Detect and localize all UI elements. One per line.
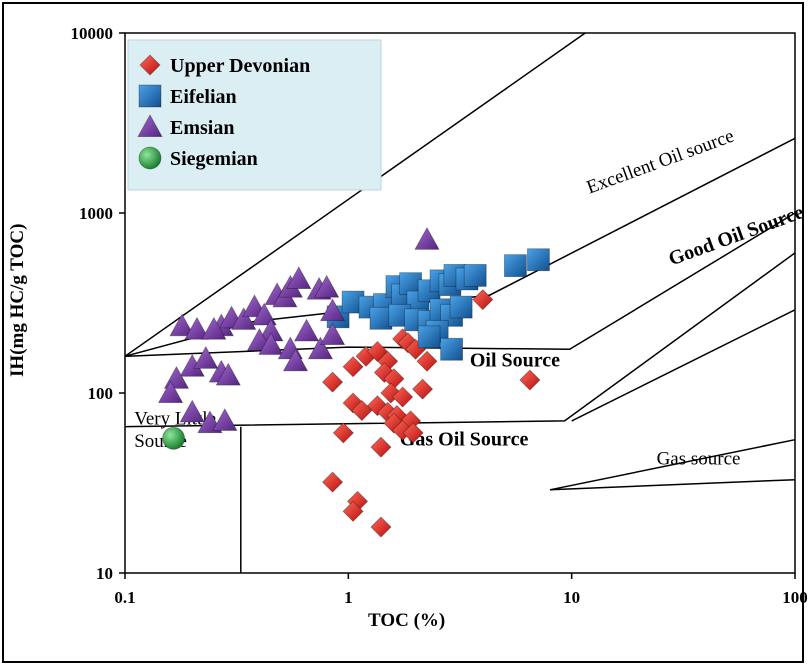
series-siegemian bbox=[162, 426, 185, 450]
emsian-point bbox=[231, 306, 257, 330]
eifelian-point bbox=[527, 248, 550, 272]
x-tick-label: 10 bbox=[563, 588, 580, 607]
eifelian-point bbox=[440, 337, 464, 361]
boundary-line-7 bbox=[549, 478, 796, 491]
upper-devonian-point bbox=[322, 371, 344, 393]
plot-border bbox=[124, 32, 796, 574]
data-points bbox=[157, 226, 550, 538]
emsian-point bbox=[193, 345, 219, 369]
boundary-line-5 bbox=[571, 309, 796, 422]
upper-devonian-point bbox=[519, 369, 541, 391]
upper-devonian-point bbox=[342, 356, 364, 378]
emsian-point bbox=[414, 226, 440, 250]
region-label-5: Gas source bbox=[657, 449, 741, 470]
legend-marker-upper-devonian bbox=[139, 54, 161, 76]
legend-marker-emsian bbox=[137, 114, 163, 138]
x-tick-label: 100 bbox=[782, 588, 808, 607]
axis-ticks: 0.1 1 10 100 10 100 1000 10000 bbox=[71, 24, 808, 607]
upper-devonian-point bbox=[332, 422, 354, 444]
upper-devonian-point bbox=[366, 340, 389, 363]
siegemian-point bbox=[162, 426, 185, 450]
emsian-point bbox=[319, 298, 346, 322]
region-label-1: Excellent Oil source bbox=[584, 126, 737, 199]
boundary-line-6 bbox=[549, 438, 796, 491]
series-emsian bbox=[157, 226, 440, 434]
emsian-point bbox=[319, 322, 346, 346]
region-label-4: Gas Oil Source bbox=[400, 429, 529, 451]
boundary-line-4 bbox=[124, 252, 796, 428]
upper-devonian-point bbox=[322, 471, 344, 493]
legend-label-upper-devonian: Upper Devonian bbox=[170, 55, 310, 77]
boundary-line-1 bbox=[124, 32, 586, 357]
eifelian-point bbox=[463, 264, 487, 287]
emsian-point bbox=[258, 332, 284, 355]
y-axis-title: IH(mg HC/g TOC) bbox=[7, 224, 28, 377]
eifelian-point bbox=[417, 325, 441, 349]
x-tick-label: 1 bbox=[344, 588, 353, 607]
legend-box bbox=[127, 39, 382, 191]
legend-label-emsian: Emsian bbox=[170, 117, 234, 139]
y-tick-label: 1000 bbox=[79, 204, 113, 223]
emsian-point bbox=[293, 318, 320, 342]
upper-devonian-point bbox=[412, 378, 434, 400]
emsian-point bbox=[251, 302, 277, 326]
upper-devonian-point bbox=[392, 386, 414, 408]
chart-frame bbox=[2, 2, 804, 663]
upper-devonian-point bbox=[472, 289, 494, 311]
legend-label-siegemian: Siegemian bbox=[170, 148, 258, 170]
emsian-point bbox=[184, 316, 210, 340]
upper-devonian-point bbox=[370, 516, 392, 538]
emsian-point bbox=[201, 316, 227, 340]
emsian-point bbox=[157, 380, 184, 404]
y-tick-label: 10000 bbox=[71, 24, 114, 43]
x-axis-title: TOC (%) bbox=[368, 610, 445, 631]
y-tick-label: 100 bbox=[88, 384, 114, 403]
upper-devonian-point bbox=[370, 436, 392, 458]
upper-devonian-point bbox=[402, 422, 424, 444]
upper-devonian-point bbox=[342, 500, 364, 522]
series-eifelian bbox=[326, 248, 550, 361]
emsian-point bbox=[212, 408, 238, 431]
x-tick-label: 0.1 bbox=[114, 588, 135, 607]
eifelian-point bbox=[449, 295, 473, 319]
emsian-point bbox=[169, 313, 195, 337]
plot-area bbox=[124, 32, 796, 574]
legend: Upper Devonian Eifelian Emsian Siegemian bbox=[127, 39, 382, 191]
region-label-3: Oil Source bbox=[470, 350, 560, 372]
emsian-point bbox=[314, 274, 340, 298]
upper-devonian-point bbox=[351, 399, 373, 422]
series-upper-devonian bbox=[322, 289, 541, 538]
legend-label-eifelian: Eifelian bbox=[170, 86, 237, 108]
eifelian-point bbox=[504, 254, 527, 278]
legend-marker-siegemian bbox=[138, 146, 162, 170]
emsian-point bbox=[215, 362, 241, 386]
upper-devonian-point bbox=[416, 350, 438, 372]
emsian-point bbox=[286, 266, 312, 289]
emsian-point bbox=[179, 399, 205, 423]
emsian-point bbox=[307, 336, 334, 360]
y-tick-label: 10 bbox=[96, 564, 113, 583]
emsian-point bbox=[282, 348, 309, 372]
legend-marker-eifelian bbox=[138, 84, 162, 108]
